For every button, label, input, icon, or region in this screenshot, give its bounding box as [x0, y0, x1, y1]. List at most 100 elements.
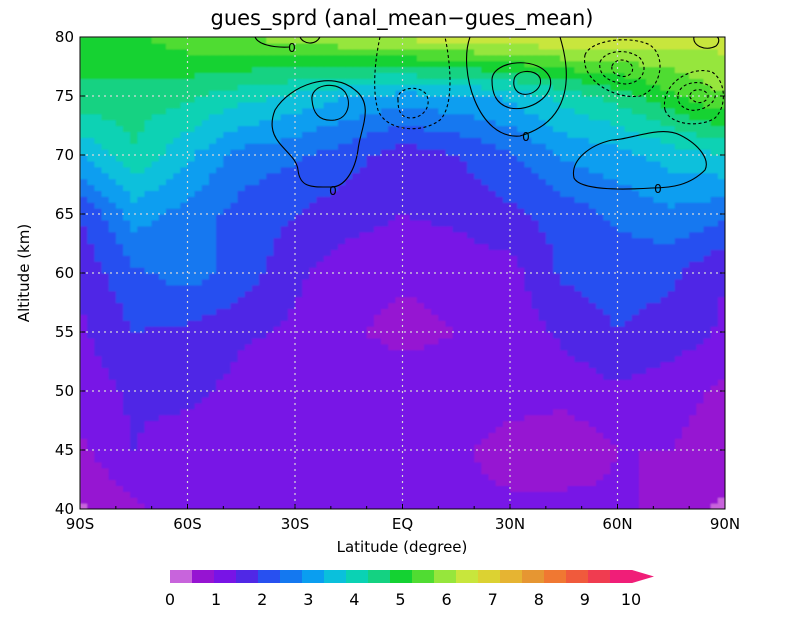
field-cell: [481, 385, 490, 392]
field-cell: [80, 391, 88, 398]
field-cell: [567, 343, 576, 351]
field-cell: [216, 402, 224, 410]
field-cell: [553, 379, 561, 386]
field-cell: [481, 273, 490, 280]
field-cell: [266, 249, 275, 256]
field-cell: [624, 391, 633, 398]
field-cell: [488, 444, 497, 451]
field-cell: [467, 420, 475, 427]
field-cell: [373, 396, 382, 404]
field-cell: [373, 420, 382, 427]
field-cell: [710, 208, 719, 215]
field-cell: [108, 214, 117, 221]
field-cell: [295, 219, 303, 227]
field-cell: [610, 332, 619, 339]
field-cell: [338, 426, 346, 433]
field-cell: [502, 461, 511, 469]
field-cell: [717, 337, 725, 345]
field-cell: [467, 467, 475, 475]
field-cell: [596, 214, 604, 221]
field-cell: [381, 355, 389, 363]
field-cell: [574, 420, 583, 427]
field-cell: [330, 208, 339, 215]
field-cell: [545, 379, 554, 386]
field-cell: [359, 420, 368, 427]
field-cell: [631, 249, 640, 256]
field-cell: [610, 473, 619, 481]
field-cell: [682, 408, 690, 416]
field-cell: [545, 278, 554, 286]
field-cell: [639, 396, 647, 404]
field-cell: [201, 450, 210, 457]
field-cell: [424, 467, 432, 475]
field-cell: [323, 190, 332, 197]
field-cell: [309, 361, 318, 368]
field-cell: [710, 237, 719, 245]
field-cell: [244, 343, 253, 351]
field-cell: [416, 420, 425, 427]
field-cell: [216, 349, 224, 357]
field-cell: [287, 332, 296, 339]
field-cell: [94, 196, 103, 203]
field-cell: [574, 208, 583, 215]
field-cell: [409, 184, 418, 191]
field-cell: [531, 243, 540, 250]
field-cell: [244, 214, 253, 221]
field-cell: [560, 432, 568, 439]
field-cell: [682, 243, 690, 250]
field-cell: [445, 214, 454, 221]
field-cell: [481, 196, 490, 203]
field-cell: [553, 243, 561, 250]
field-cell: [252, 379, 260, 386]
field-cell: [502, 379, 511, 386]
field-cell: [209, 426, 217, 433]
field-cell: [223, 473, 232, 481]
field-cell: [510, 461, 518, 469]
field-cell: [682, 361, 690, 368]
field-cell: [94, 302, 103, 309]
field-cell: [682, 332, 690, 339]
field-cell: [395, 497, 404, 504]
field-cell: [610, 450, 619, 457]
field-cell: [280, 214, 289, 221]
field-cell: [395, 450, 404, 457]
field-cell: [481, 184, 490, 191]
field-cell: [631, 461, 640, 469]
field-cell: [352, 420, 361, 427]
field-cell: [166, 461, 174, 469]
field-cell: [617, 308, 626, 315]
field-cell: [667, 290, 676, 298]
field-cell: [445, 391, 454, 398]
field-cell: [703, 296, 712, 304]
field-cell: [581, 184, 590, 191]
field-cell: [123, 420, 131, 427]
field-cell: [459, 284, 468, 292]
field-cell: [158, 243, 167, 250]
field-cell: [323, 402, 332, 410]
field-cell: [531, 497, 540, 504]
field-cell: [717, 255, 725, 262]
field-cell: [481, 361, 490, 368]
field-cell: [381, 284, 389, 292]
field-cell: [266, 432, 275, 439]
field-cell: [345, 426, 353, 433]
field-cell: [488, 320, 497, 327]
field-cell: [273, 438, 282, 445]
field-cell: [560, 473, 568, 481]
field-cell: [660, 255, 669, 262]
field-cell: [710, 402, 719, 410]
field-cell: [330, 302, 339, 309]
field-cell: [553, 432, 561, 439]
field-cell: [359, 243, 368, 250]
field-cell: [158, 396, 167, 404]
field-cell: [230, 385, 239, 392]
field-cell: [94, 503, 103, 509]
field-cell: [230, 202, 239, 209]
field-cell: [323, 396, 332, 404]
field-cell: [674, 355, 683, 363]
field-cell: [689, 302, 697, 309]
field-cell: [474, 414, 482, 422]
field-cell: [158, 367, 167, 374]
field-cell: [581, 202, 590, 209]
field-cell: [639, 420, 647, 427]
